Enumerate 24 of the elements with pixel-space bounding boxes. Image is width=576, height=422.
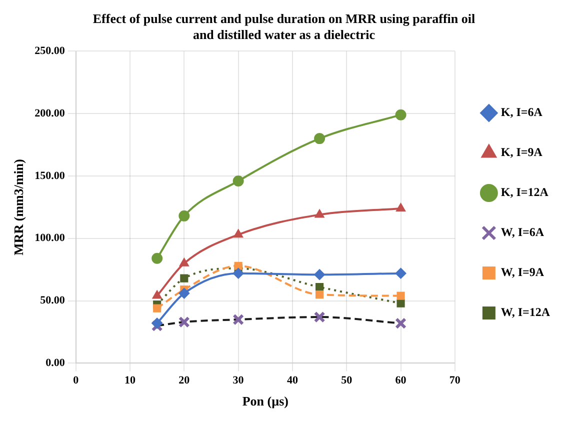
x-tick-label: 0: [73, 374, 80, 387]
x-tick-label: 60: [395, 374, 407, 387]
x-tick-label: 30: [232, 374, 244, 387]
legend-label: K, I=12A: [500, 185, 549, 200]
y-tick-label: 0.00: [46, 357, 66, 370]
legend-label: W, I=12A: [500, 305, 550, 320]
legend-label: W, I=6A: [500, 225, 544, 240]
text: and distilled water as a dielectric: [192, 26, 376, 42]
legend-label: W, I=9A: [500, 265, 544, 280]
x-tick-label: 40: [286, 374, 298, 387]
y-tick-label: 200.00: [34, 107, 66, 120]
y-tick-label: 150.00: [34, 170, 66, 182]
x-tick-label: 10: [124, 374, 136, 387]
y-tick-label: 250.00: [34, 45, 66, 58]
y-tick-label: 100.00: [34, 232, 66, 244]
y-axis-title: MRR (mm3/min): [11, 158, 26, 256]
text: Effect of pulse current and pulse duration on MRR using paraffin oil: [92, 11, 476, 26]
x-tick-label: 70: [449, 374, 461, 387]
legend-label: K, I=6A: [500, 105, 543, 120]
x-tick-label: 50: [341, 374, 353, 387]
legend-label: K, I=9A: [500, 145, 543, 160]
x-tick-label: 20: [178, 374, 190, 387]
x-axis-title: Pon (µs): [242, 394, 288, 409]
y-tick-label: 50.00: [40, 294, 66, 307]
